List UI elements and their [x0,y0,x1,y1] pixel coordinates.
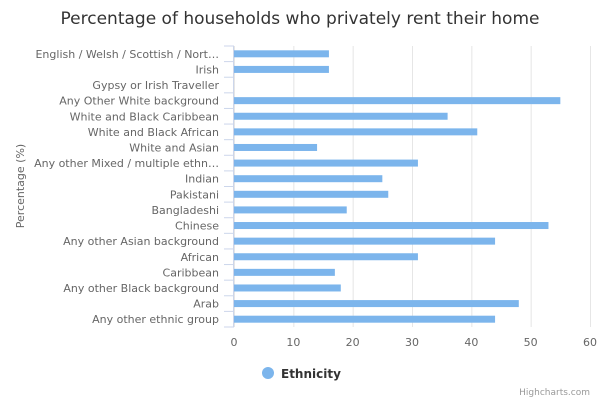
x-tick-label: 50 [524,336,538,349]
bar[interactable] [234,315,496,323]
bar[interactable] [234,284,341,292]
x-tick-label: 0 [231,336,238,349]
category-label: Irish [195,63,219,76]
bar[interactable] [234,97,561,105]
category-label: Pakistani [170,188,219,201]
category-label: White and Black African [88,126,219,139]
category-labels: English / Welsh / Scottish / Nort… Irish G… [34,48,219,326]
legend[interactable]: Ethnicity [262,367,341,381]
legend-symbol[interactable] [262,367,274,379]
y-axis-title: Percentage (%) [14,144,27,228]
category-label: Bangladeshi [151,204,219,217]
bar[interactable] [234,112,448,120]
bar[interactable] [234,175,383,183]
x-tick-labels: 0 10 20 30 40 50 60 [231,336,598,349]
bar[interactable] [234,190,389,198]
x-tick-label: 30 [405,336,419,349]
bar[interactable] [234,300,519,308]
bar[interactable] [234,128,478,136]
category-label: African [181,251,219,264]
category-label: Any other ethnic group [92,313,219,326]
category-label: English / Welsh / Scottish / Nort… [35,48,219,61]
gridlines [224,45,591,328]
chart-title: Percentage of households who privately r… [61,9,540,29]
x-tick-label: 40 [464,336,478,349]
bar[interactable] [234,65,329,73]
x-tick-label: 20 [346,336,360,349]
category-label: Any Other White background [59,95,219,108]
x-tick-label: 60 [583,336,597,349]
category-label: Arab [193,298,219,311]
bar[interactable] [234,253,418,261]
bar[interactable] [234,143,318,151]
category-label: Any other Asian background [63,235,219,248]
category-label: Indian [185,173,219,186]
x-tick-label: 10 [286,336,300,349]
credits[interactable]: Highcharts.com [519,388,590,398]
category-label: Any other Mixed / multiple ethn… [34,157,219,170]
bar[interactable] [234,206,347,214]
category-label: Chinese [175,220,219,233]
bar[interactable] [234,268,335,276]
category-label: Gypsy or Irish Traveller [92,79,219,92]
bar[interactable] [234,237,496,245]
bars [234,50,561,323]
category-label: Caribbean [163,266,219,279]
category-label: White and Asian [129,141,219,154]
bar[interactable] [234,50,329,58]
legend-label[interactable]: Ethnicity [281,367,341,381]
category-label: Any other Black background [63,282,219,295]
bar[interactable] [234,159,418,167]
category-label: White and Black Caribbean [70,110,219,123]
bar[interactable] [234,222,549,230]
